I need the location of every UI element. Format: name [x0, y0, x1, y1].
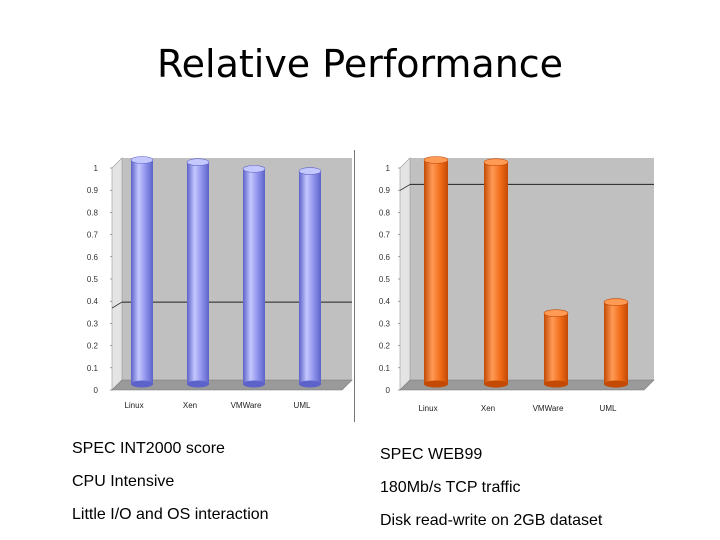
y-tick-label: 0.8 [379, 208, 391, 217]
bar [604, 302, 628, 384]
reference-line-side [399, 184, 411, 191]
chart-spec-web99: 0 0.1 0.2 0.3 0.4 0.5 0.6 0.7 0.8 0.9 1 Linux Xen VMW… [379, 156, 655, 413]
right-caption-2: 180Mb/s TCP traffic [380, 479, 521, 496]
bar-base [484, 380, 508, 388]
bar-top [423, 156, 449, 164]
x-category-label: UML [600, 404, 617, 413]
y-tick-label: 0.2 [87, 342, 99, 351]
bar-top [186, 158, 210, 167]
bar [544, 313, 568, 384]
y-tick-label: 0 [386, 386, 391, 395]
x-category-label: Linux [418, 404, 437, 413]
y-tick-label: 0.4 [87, 297, 99, 306]
y-tick-label: 0.1 [87, 364, 99, 373]
x-category-label: UML [294, 401, 311, 410]
y-tick-label: 0.3 [379, 319, 391, 328]
bar-top [483, 158, 509, 167]
bar [299, 171, 321, 384]
bar-base [544, 380, 568, 388]
right-caption-1: SPEC WEB99 [380, 446, 483, 463]
bar-base [299, 380, 321, 388]
bar-base [187, 380, 209, 388]
reference-line-side [111, 301, 123, 309]
bar [243, 168, 265, 384]
y-tick-label: 0.7 [379, 231, 391, 240]
x-category-label: VMWare [231, 401, 262, 410]
chart-spec-int2000: 0 0.1 0.2 0.3 0.4 0.5 0.6 0.7 0.8 0.9 1 Linux Xen VMW… [87, 156, 353, 410]
y-tick-label: 1 [386, 164, 391, 173]
y-tick-label: 0.9 [379, 186, 391, 195]
left-caption-1: SPEC INT2000 score [72, 440, 225, 457]
plot-side-wall [111, 157, 123, 391]
page-title: Relative Performance [156, 42, 564, 86]
x-category-label: VMWare [533, 404, 564, 413]
plot-side-wall [399, 157, 411, 391]
bar-top [130, 156, 154, 164]
bar-top [543, 309, 569, 317]
bar [131, 160, 153, 384]
bar [424, 160, 448, 384]
bar-top [242, 165, 266, 173]
y-tick-label: 0.3 [87, 319, 99, 328]
bar-top [603, 298, 629, 306]
y-tick-label: 0.1 [379, 364, 391, 373]
left-caption-2: CPU Intensive [72, 473, 175, 490]
y-tick-label: 0.6 [379, 253, 391, 262]
y-tick-label: 0.8 [87, 208, 99, 217]
y-tick-label: 0 [94, 386, 99, 395]
bar [187, 162, 209, 384]
y-tick-label: 0.9 [87, 186, 99, 195]
bar-top [298, 167, 322, 175]
bar-base [243, 380, 265, 388]
bar-base [604, 380, 628, 388]
y-tick-label: 0.4 [379, 297, 391, 306]
y-tick-label: 0.5 [87, 275, 99, 284]
y-tick-label: 0.6 [87, 253, 99, 262]
y-tick-label: 1 [94, 164, 99, 173]
chart-divider [354, 150, 355, 422]
bar [484, 162, 508, 384]
bar-base [131, 380, 153, 388]
x-category-label: Linux [124, 401, 143, 410]
bar-base [424, 380, 448, 388]
plot-floor [111, 379, 353, 391]
left-caption-3: Little I/O and OS interaction [72, 506, 269, 523]
plot-floor [399, 379, 655, 391]
x-category-label: Xen [183, 401, 197, 410]
y-tick-label: 0.5 [379, 275, 391, 284]
x-category-label: Xen [481, 404, 495, 413]
y-tick-label: 0.7 [87, 231, 99, 240]
right-caption-3: Disk read-write on 2GB dataset [380, 512, 603, 529]
y-tick-label: 0.2 [379, 342, 391, 351]
